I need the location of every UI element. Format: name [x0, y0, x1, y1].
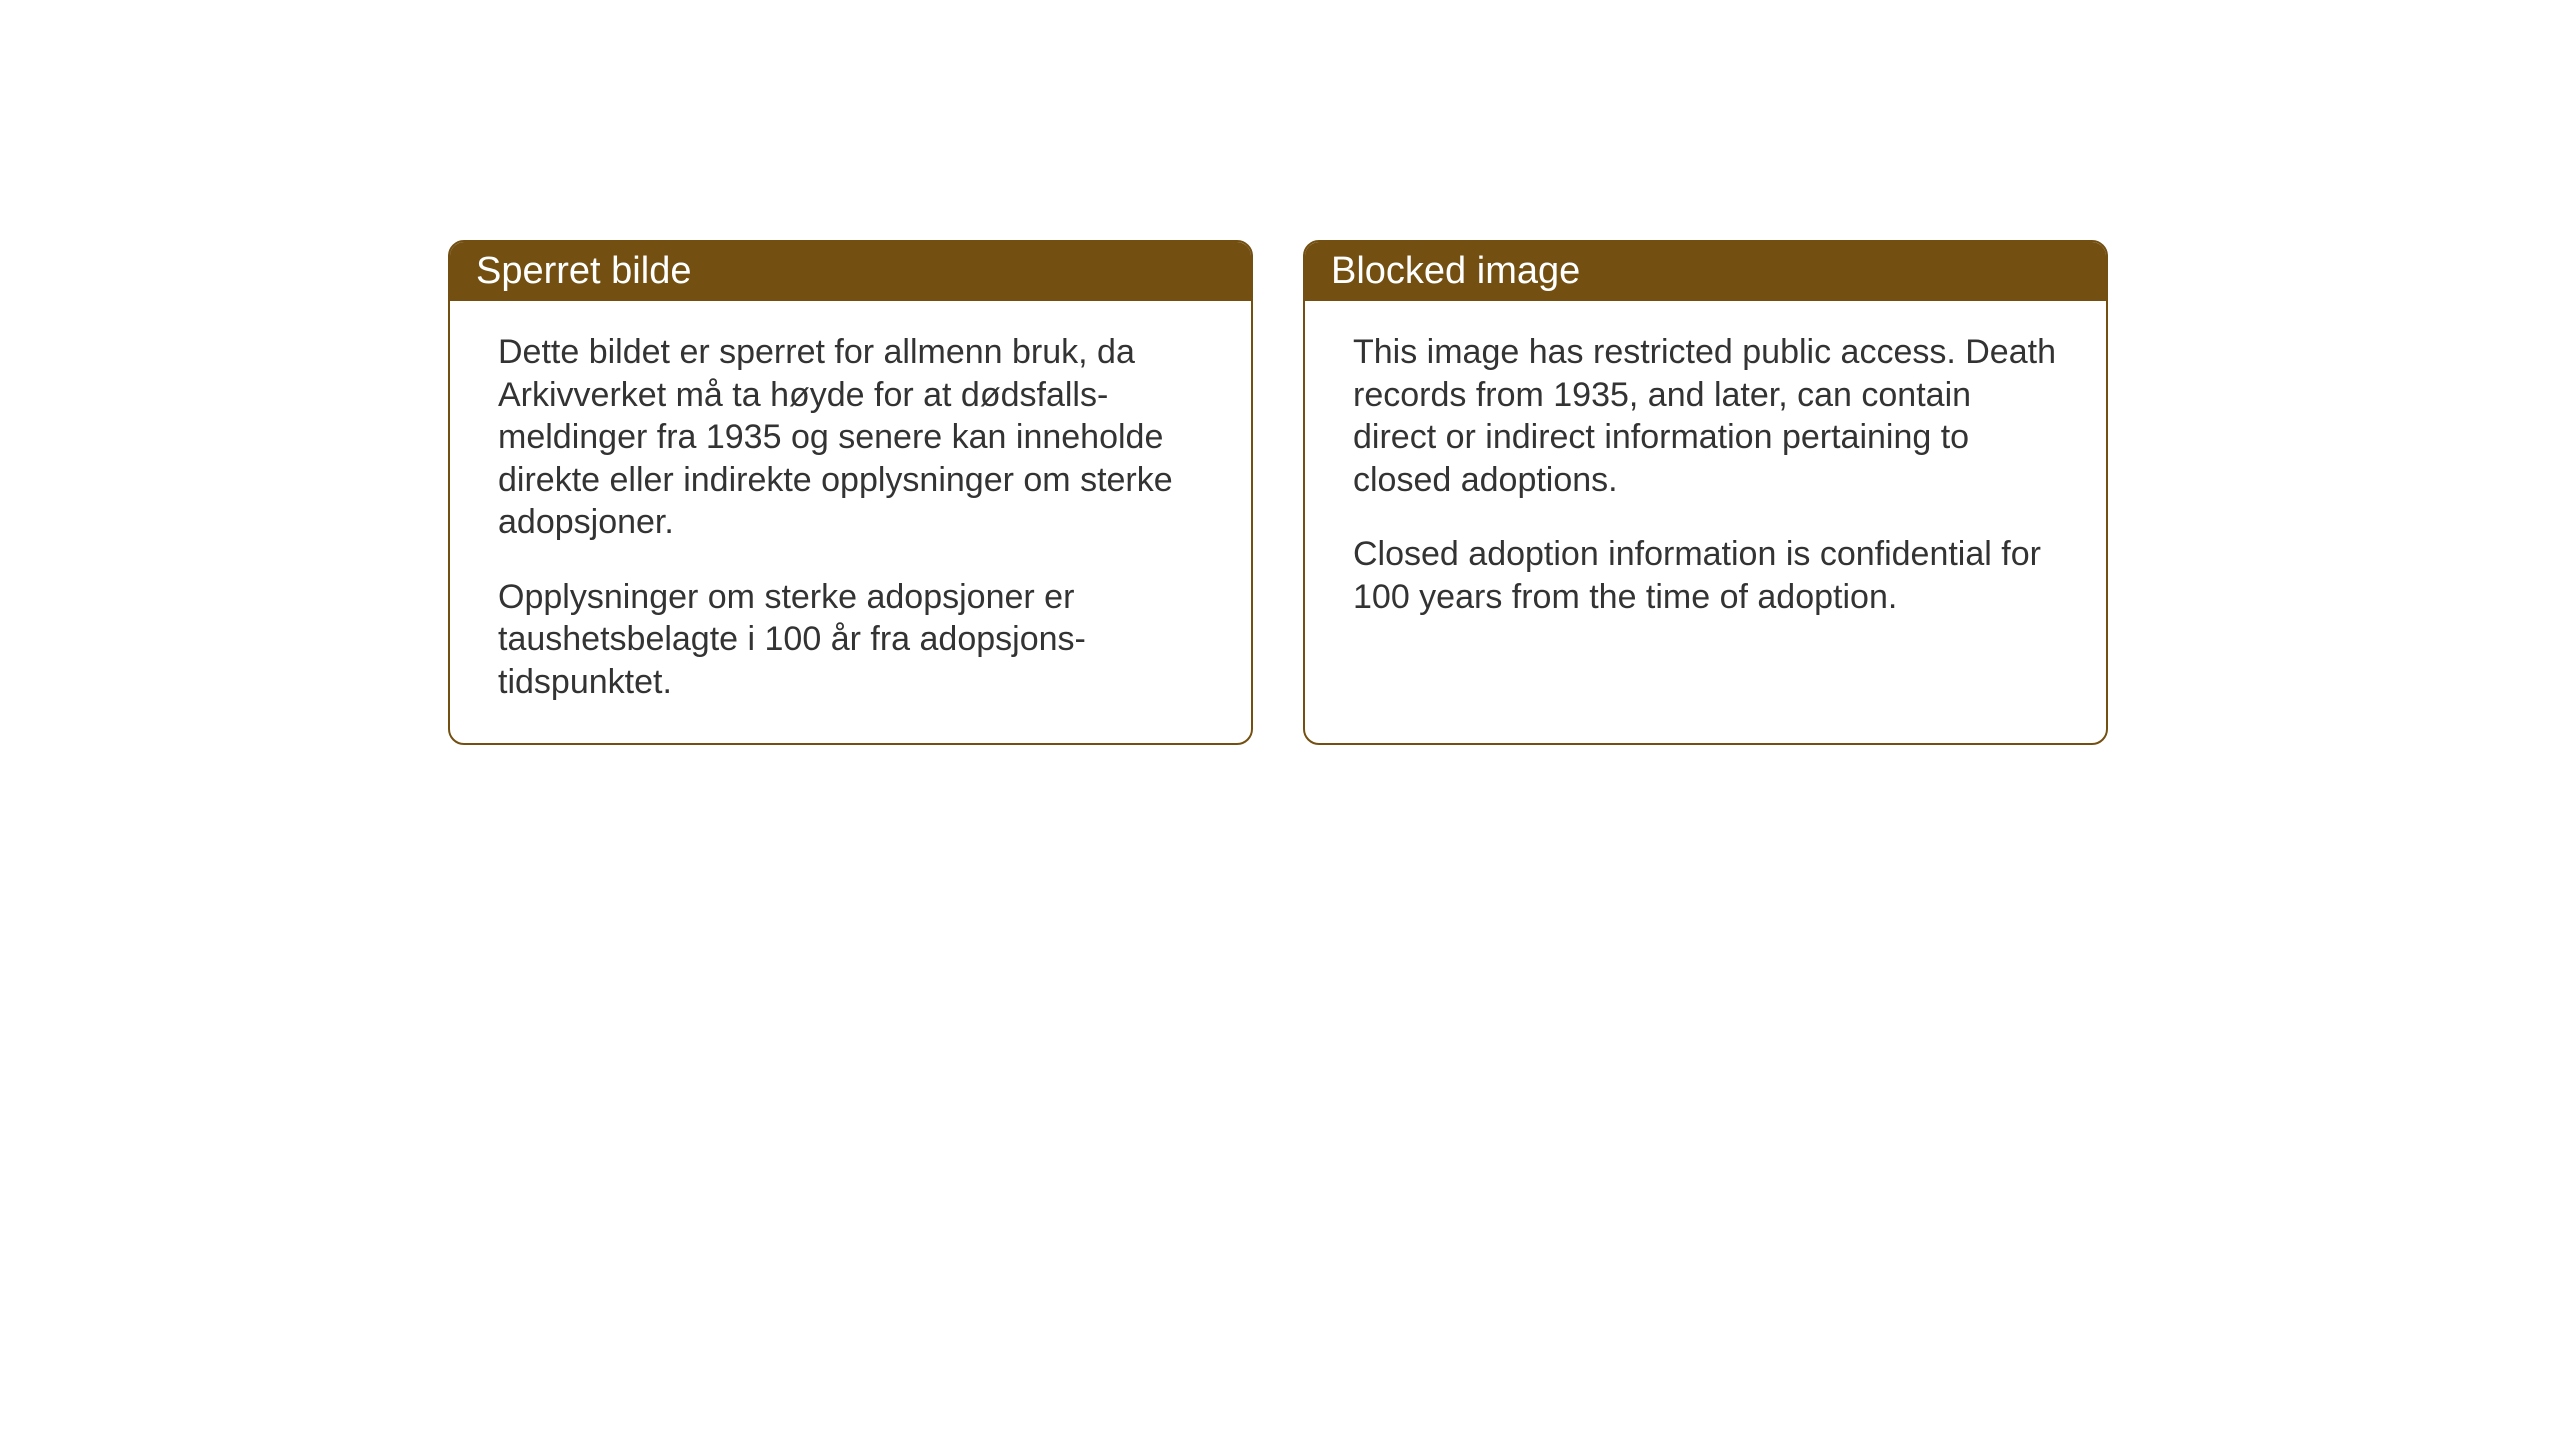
- card-paragraph: Dette bildet er sperret for allmenn bruk…: [498, 331, 1203, 544]
- notice-card-norwegian: Sperret bilde Dette bildet er sperret fo…: [448, 240, 1253, 745]
- notice-card-english: Blocked image This image has restricted …: [1303, 240, 2108, 745]
- notice-container: Sperret bilde Dette bildet er sperret fo…: [448, 240, 2108, 745]
- card-body-norwegian: Dette bildet er sperret for allmenn bruk…: [450, 301, 1251, 743]
- card-paragraph: This image has restricted public access.…: [1353, 331, 2058, 501]
- card-header-english: Blocked image: [1305, 242, 2106, 301]
- card-paragraph: Closed adoption information is confident…: [1353, 533, 2058, 618]
- card-title: Sperret bilde: [476, 250, 691, 292]
- card-title: Blocked image: [1331, 250, 1580, 292]
- card-paragraph: Opplysninger om sterke adopsjoner er tau…: [498, 576, 1203, 704]
- card-header-norwegian: Sperret bilde: [450, 242, 1251, 301]
- card-body-english: This image has restricted public access.…: [1305, 301, 2106, 658]
